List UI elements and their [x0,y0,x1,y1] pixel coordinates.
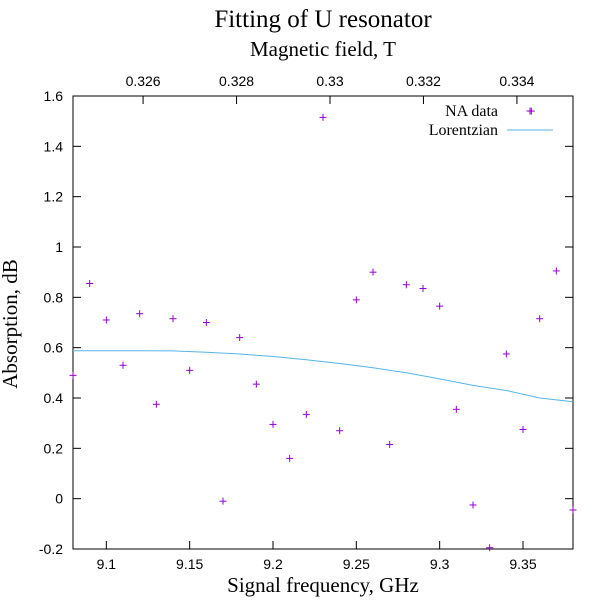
y-axis-label: Absorption, dB [0,259,22,389]
x2-tick-label: 0.326 [126,73,161,89]
axis-ticks [73,95,573,550]
data-point [402,281,410,289]
y-tick-label: -0.2 [39,541,63,557]
data-point [119,361,127,369]
y-tick-label: 0.4 [44,390,64,406]
x-tick-label: 9.35 [509,556,536,572]
x2-tick-label: 0.33 [316,73,343,89]
legend-label-lorentzian: Lorentzian [429,122,498,139]
data-point [386,441,394,449]
legend: NA data Lorentzian [429,103,553,139]
data-point [169,315,177,323]
x-tick-label: 9.2 [263,556,283,572]
data-point [252,380,260,388]
data-point [152,400,160,408]
x2-tick-label: 0.334 [499,73,534,89]
legend-marker-na-data [526,107,534,115]
data-point [302,410,310,418]
data-point [69,371,77,379]
data-point [436,302,444,310]
data-point [202,319,210,326]
data-point [552,267,560,275]
data-point [286,454,294,462]
data-point [519,425,527,433]
data-point [352,296,360,304]
data-point [502,350,510,358]
data-point [219,497,227,505]
data-point [469,501,477,509]
data-point [102,316,110,324]
y-tick-label: 1 [55,239,63,255]
x-tick-label: 9.1 [97,556,117,572]
y-tick-label: 1.4 [44,138,64,154]
lorentzian-line [73,350,574,403]
x-tick-label: 9.3 [430,556,450,572]
y-tick-label: 0.8 [44,289,64,305]
legend-label-na-data: NA data [445,103,498,120]
data-point [319,113,327,121]
data-point [536,315,544,323]
y-tick-label: 0 [55,491,63,507]
data-point [419,285,427,293]
data-point [86,279,94,287]
data-point [136,310,144,318]
x-axis-label: Signal frequency, GHz [227,573,419,597]
axis-tick-labels: 9.1 9.15 9.2 9.25 9.3 9.35 0.326 0.328 0.33 0.332… [39,73,537,572]
lorentzian-series [73,350,574,403]
top-axis-label: Magnetic field, T [250,37,396,61]
na-data-series [69,107,577,552]
data-point [269,420,277,428]
data-point [569,506,577,514]
x2-tick-label: 0.328 [219,73,254,89]
plot-frame [72,95,574,550]
x-tick-label: 9.15 [176,556,203,572]
y-tick-label: 0.6 [44,340,64,356]
legend-plus [526,107,534,115]
data-point [486,544,494,552]
data-point [369,268,377,276]
y-tick-label: 1.6 [44,88,64,104]
data-point [236,334,244,342]
y-tick-label: 1.2 [44,189,64,205]
y-tick-label: 0.2 [44,440,64,456]
chart-title: Fitting of U resonator [214,6,432,33]
data-point [186,366,194,374]
data-point [336,427,344,435]
data-point [452,405,460,413]
x2-tick-label: 0.332 [406,73,441,89]
x-tick-label: 9.25 [343,556,370,572]
